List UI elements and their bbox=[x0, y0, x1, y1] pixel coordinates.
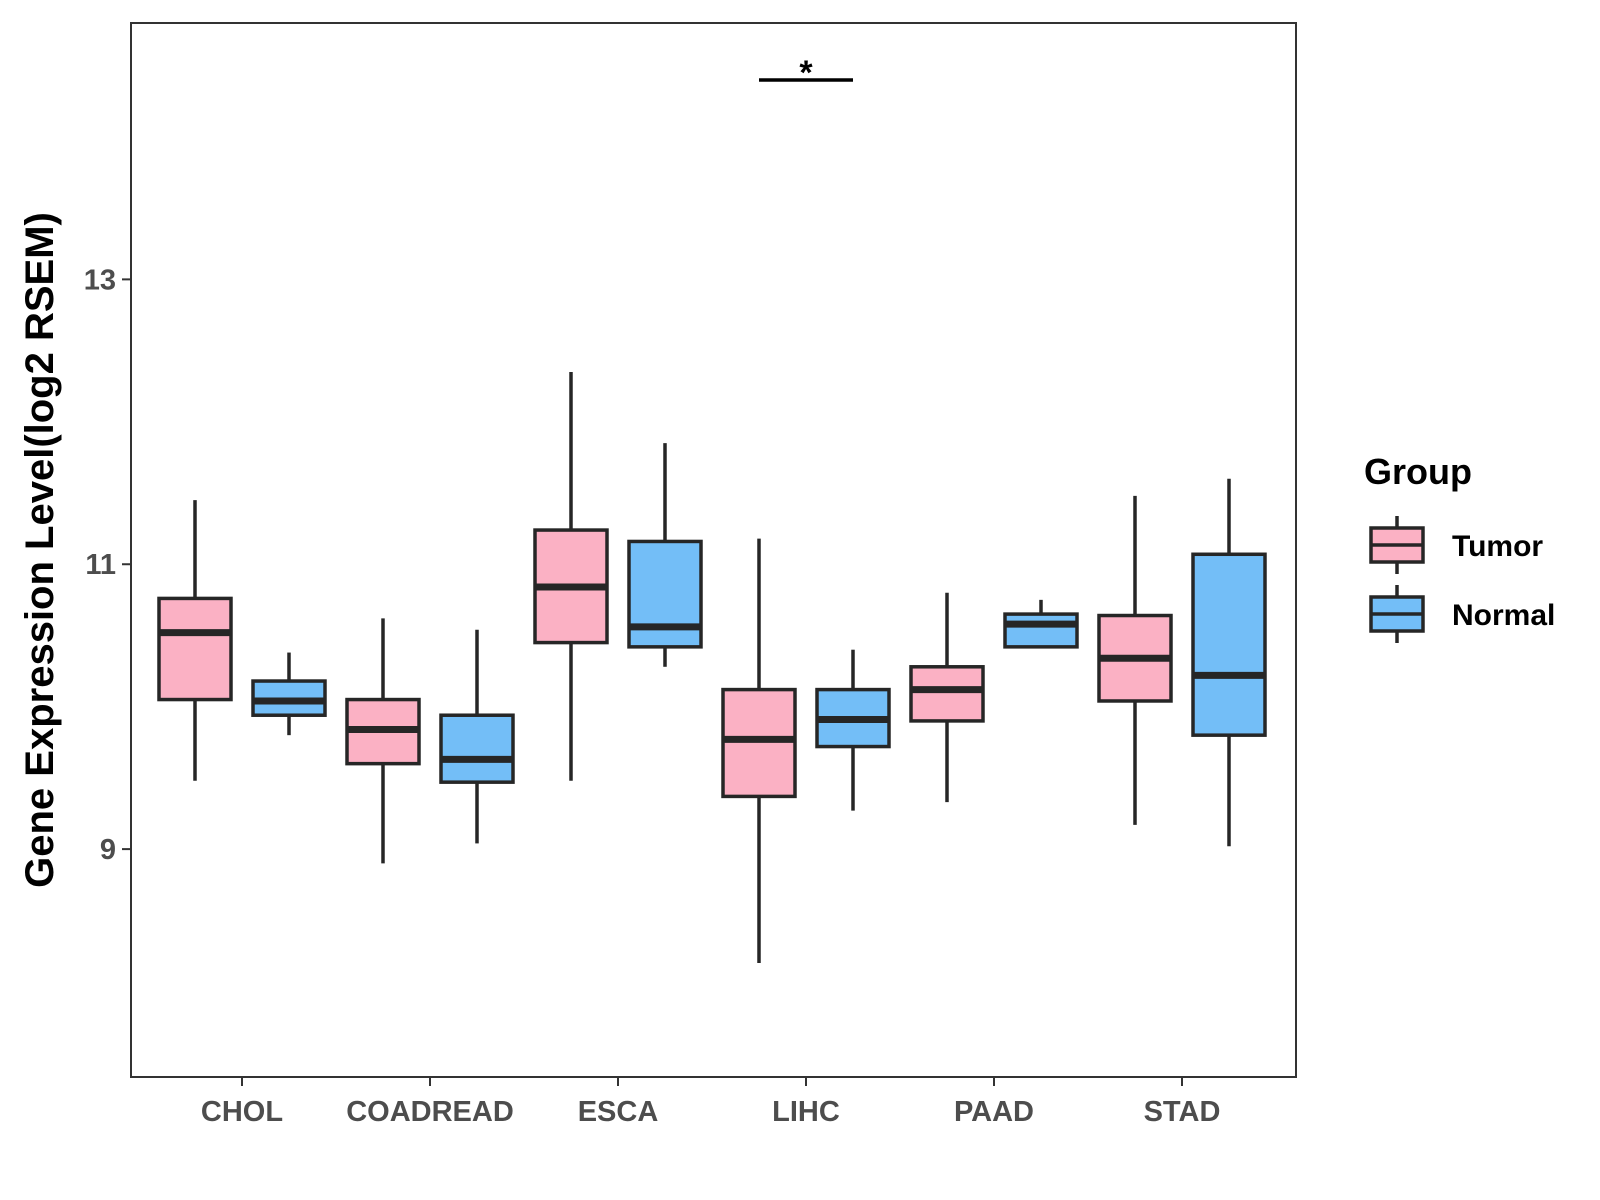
box-lihc-tumor bbox=[721, 538, 797, 964]
box-paad-normal bbox=[1003, 599, 1079, 649]
y-axis: 9 11 13 bbox=[84, 264, 131, 866]
legend: Group Tumor Normal bbox=[1364, 451, 1555, 643]
y-tick-label: 13 bbox=[84, 264, 116, 296]
legend-title: Group bbox=[1364, 451, 1472, 492]
plot-panel-border bbox=[130, 22, 1297, 1078]
box-coadread-normal bbox=[439, 629, 515, 844]
plot-marks: * bbox=[157, 54, 1267, 964]
x-tick-label: LIHC bbox=[772, 1096, 840, 1128]
box-iqr bbox=[439, 713, 515, 784]
box-stad-normal bbox=[1191, 478, 1267, 847]
box-esca-normal bbox=[627, 443, 703, 667]
x-tick-label: COADREAD bbox=[346, 1096, 514, 1128]
box-coadread-tumor bbox=[345, 618, 421, 864]
box-iqr bbox=[157, 596, 233, 702]
box-lihc-normal bbox=[815, 649, 891, 811]
box-iqr bbox=[721, 687, 797, 799]
x-tick-label: STAD bbox=[1144, 1096, 1221, 1128]
legend-item-tumor: Tumor bbox=[1369, 516, 1543, 574]
x-tick-label: PAAD bbox=[954, 1096, 1034, 1128]
significance-label: * bbox=[799, 54, 813, 92]
legend-keys: Tumor Normal bbox=[1369, 516, 1555, 643]
y-tick-label: 9 bbox=[100, 834, 116, 866]
x-tick-label: ESCA bbox=[578, 1096, 659, 1128]
box-iqr bbox=[909, 665, 985, 723]
y-tick-label: 11 bbox=[85, 549, 116, 581]
legend-item-normal: Normal bbox=[1369, 585, 1555, 643]
legend-label: Normal bbox=[1452, 599, 1555, 632]
box-iqr bbox=[627, 539, 703, 649]
box-iqr bbox=[1191, 552, 1267, 737]
legend-label: Tumor bbox=[1452, 530, 1543, 563]
box-paad-tumor bbox=[909, 592, 985, 803]
box-iqr bbox=[1003, 612, 1079, 649]
y-axis-title: Gene Expression Level(log2 RSEM) bbox=[18, 212, 62, 888]
x-tick-label: CHOL bbox=[201, 1096, 283, 1128]
x-axis: CHOL COADREAD ESCA LIHC PAAD STAD bbox=[201, 1077, 1220, 1128]
box-chol-tumor bbox=[157, 500, 233, 781]
box-chol-normal bbox=[251, 652, 327, 736]
box-esca-tumor bbox=[533, 371, 609, 781]
box-stad-tumor bbox=[1097, 495, 1173, 825]
